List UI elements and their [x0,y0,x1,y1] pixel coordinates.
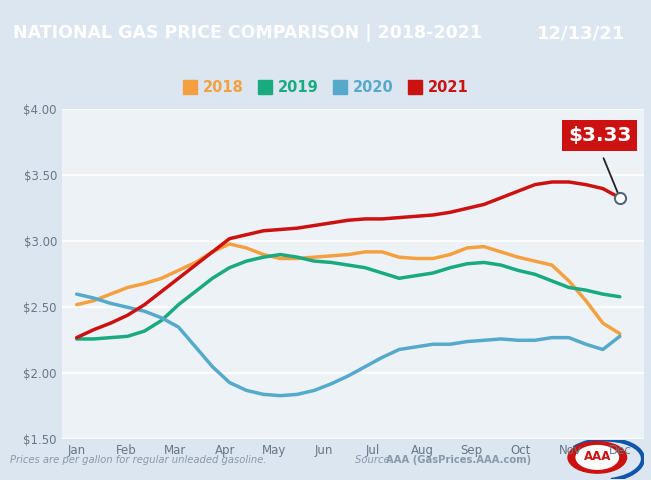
Text: NATIONAL GAS PRICE COMPARISON | 2018-2021: NATIONAL GAS PRICE COMPARISON | 2018-202… [13,24,482,42]
Text: AAA (GasPrices.AAA.com): AAA (GasPrices.AAA.com) [386,455,531,465]
Ellipse shape [568,442,626,473]
Text: AAA: AAA [583,450,611,463]
Text: Prices are per gallon for regular unleaded gasoline.: Prices are per gallon for regular unlead… [10,455,266,465]
Ellipse shape [576,445,618,469]
Text: 12/13/21: 12/13/21 [537,24,625,42]
Legend: 2018, 2019, 2020, 2021: 2018, 2019, 2020, 2021 [177,74,474,101]
Text: Source:: Source: [355,455,396,465]
Text: $3.33: $3.33 [568,126,631,145]
